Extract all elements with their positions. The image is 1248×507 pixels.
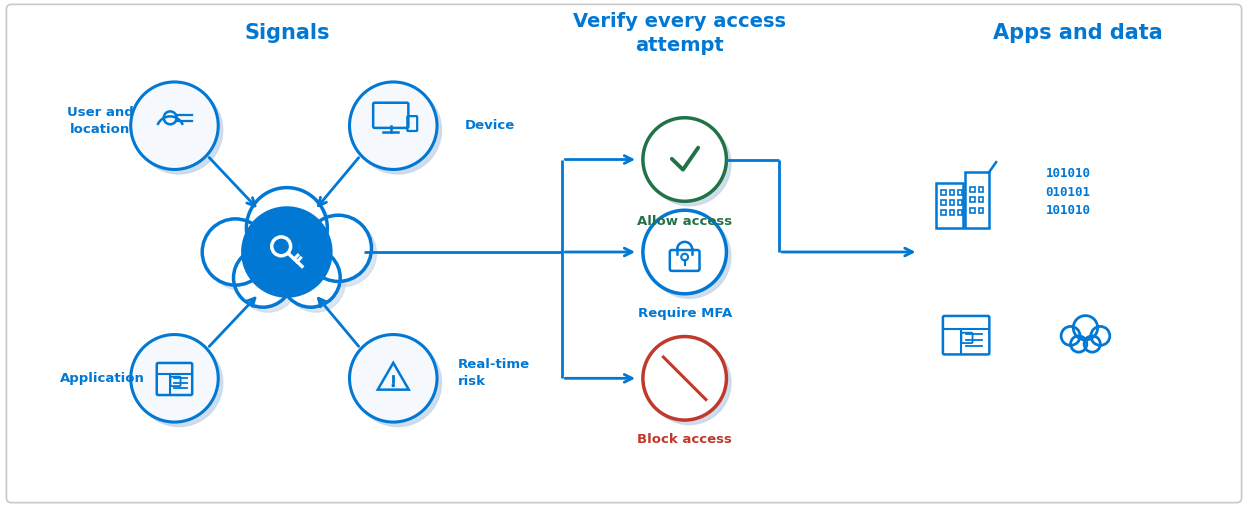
Bar xyxy=(970,208,975,213)
Bar xyxy=(970,187,975,192)
Circle shape xyxy=(648,341,731,424)
Circle shape xyxy=(246,188,327,269)
Circle shape xyxy=(306,215,372,281)
Bar xyxy=(941,190,946,195)
Circle shape xyxy=(1071,336,1087,352)
Text: Allow access: Allow access xyxy=(636,214,733,228)
Circle shape xyxy=(354,339,442,426)
Circle shape xyxy=(135,86,222,174)
Circle shape xyxy=(1061,327,1080,345)
Circle shape xyxy=(241,206,333,298)
Circle shape xyxy=(1091,327,1109,345)
Bar xyxy=(958,190,962,195)
Circle shape xyxy=(251,193,332,274)
Circle shape xyxy=(392,384,396,387)
Bar xyxy=(978,208,983,213)
Text: User and
location: User and location xyxy=(66,106,134,136)
Text: Require MFA: Require MFA xyxy=(638,307,731,320)
Circle shape xyxy=(202,219,268,285)
Text: 101010
010101
101010: 101010 010101 101010 xyxy=(1046,167,1091,218)
Circle shape xyxy=(349,82,437,169)
Text: Application: Application xyxy=(60,372,145,385)
Bar xyxy=(941,200,946,205)
Circle shape xyxy=(131,335,218,422)
Circle shape xyxy=(131,82,218,169)
Circle shape xyxy=(281,248,341,307)
Circle shape xyxy=(648,122,731,206)
Bar xyxy=(936,183,963,228)
Circle shape xyxy=(643,118,726,201)
Bar xyxy=(950,190,955,195)
Circle shape xyxy=(648,214,731,298)
Circle shape xyxy=(1085,336,1101,352)
Text: Device: Device xyxy=(464,119,515,132)
Circle shape xyxy=(1073,316,1098,340)
Circle shape xyxy=(643,337,726,420)
Bar xyxy=(950,210,955,215)
Text: Real-time
risk: Real-time risk xyxy=(458,358,530,388)
Bar xyxy=(978,187,983,192)
Circle shape xyxy=(238,254,297,312)
Text: Signals: Signals xyxy=(245,23,329,43)
Circle shape xyxy=(286,254,346,312)
Circle shape xyxy=(354,86,442,174)
Bar xyxy=(965,172,988,228)
Bar xyxy=(978,197,983,202)
Circle shape xyxy=(643,210,726,294)
Circle shape xyxy=(207,224,273,290)
Text: Apps and data: Apps and data xyxy=(992,23,1162,43)
Bar xyxy=(941,210,946,215)
Text: Verify every access
attempt: Verify every access attempt xyxy=(573,12,786,55)
Circle shape xyxy=(135,339,222,426)
Circle shape xyxy=(349,335,437,422)
Circle shape xyxy=(311,220,377,286)
FancyBboxPatch shape xyxy=(6,5,1242,502)
Circle shape xyxy=(233,248,292,307)
Bar xyxy=(970,197,975,202)
Bar xyxy=(958,200,962,205)
Bar xyxy=(950,200,955,205)
Bar xyxy=(958,210,962,215)
Text: Block access: Block access xyxy=(638,433,733,447)
